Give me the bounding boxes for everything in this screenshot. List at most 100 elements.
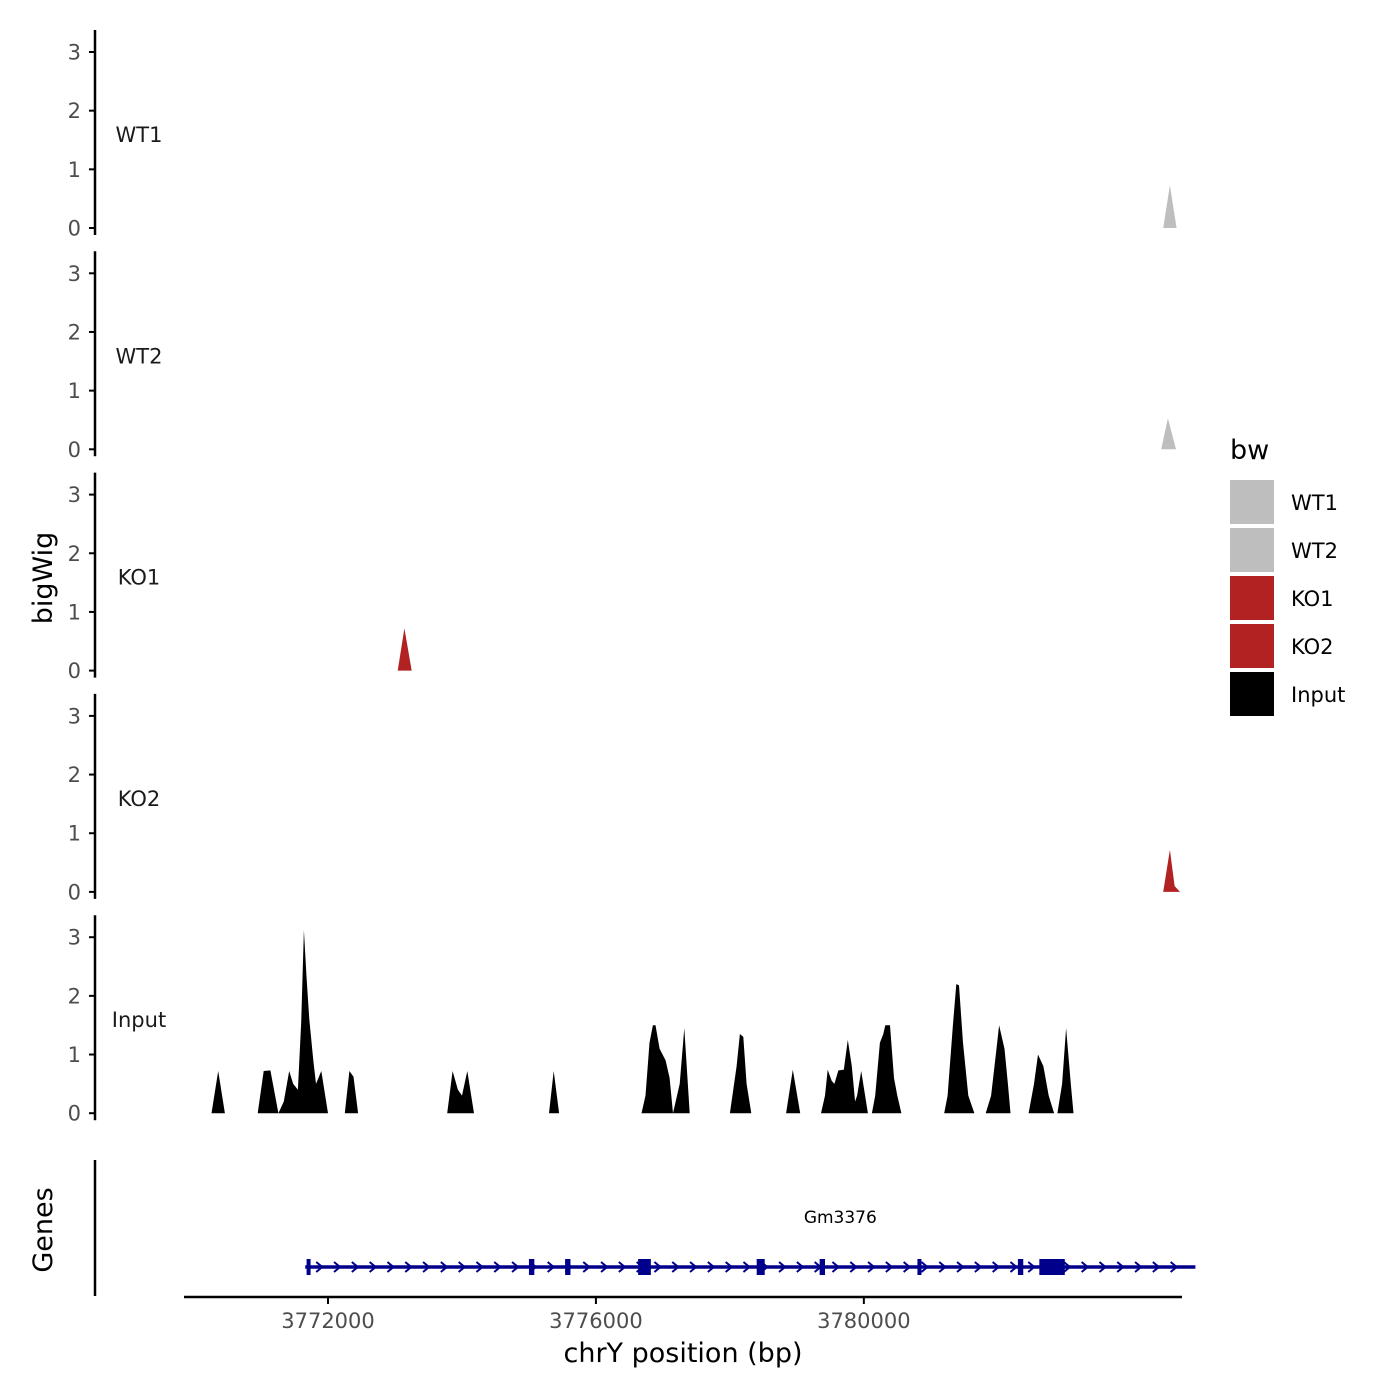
strand-arrow	[920, 1261, 929, 1273]
exon	[1017, 1259, 1024, 1275]
y-tick-label: 3	[68, 704, 81, 728]
exon	[565, 1259, 571, 1275]
y-tick-label: 2	[68, 763, 81, 787]
strand-arrow	[493, 1261, 502, 1273]
coverage-peak	[871, 1025, 902, 1114]
legend-swatch	[1230, 576, 1274, 620]
strand-arrow	[1169, 1261, 1179, 1273]
x-axis: 3772000 3776000 3780000	[184, 1295, 1182, 1333]
strand-arrow	[404, 1261, 413, 1273]
strand-arrow	[742, 1261, 751, 1273]
strand-arrow	[831, 1261, 840, 1273]
coverage-peak	[1163, 849, 1180, 892]
strand-arrow	[1027, 1261, 1036, 1273]
y-tick-label: 3	[68, 262, 81, 286]
strand-arrow	[991, 1261, 1001, 1273]
track-label-wt1: WT1	[116, 123, 163, 147]
strand-arrow	[546, 1261, 556, 1273]
legend-item-input: Input	[1230, 672, 1345, 716]
y-tick-label: 2	[68, 984, 81, 1008]
strand-arrow	[1098, 1261, 1107, 1273]
track-label-ko2: KO2	[118, 787, 161, 811]
exon	[306, 1259, 311, 1275]
strand-arrow	[1116, 1261, 1125, 1273]
y-tick-label: 3	[68, 926, 81, 950]
x-tick-label: 3772000	[281, 1309, 375, 1333]
strand-arrow	[386, 1261, 395, 1273]
strand-arrow	[511, 1261, 520, 1273]
strand-arrow	[315, 1261, 324, 1273]
strand-arrow	[475, 1261, 484, 1273]
coverage-peak	[447, 1071, 474, 1114]
coverage-peak	[944, 984, 975, 1114]
strand-arrow	[867, 1261, 876, 1273]
strand-arrow	[956, 1261, 965, 1273]
exon	[819, 1259, 825, 1275]
strand-arrow	[368, 1261, 378, 1273]
y-tick-label: 1	[68, 379, 81, 403]
strand-arrow	[689, 1261, 698, 1273]
y-tick-label: 2	[68, 320, 81, 344]
track-panel-ko2: 0 1 2 3 KO2	[68, 693, 1180, 904]
coverage-peak	[821, 1039, 868, 1114]
y-tick-label: 1	[68, 822, 81, 846]
track-panel-wt1: 0 1 2 3 WT1	[68, 30, 1177, 241]
coverage-peak	[257, 1070, 279, 1114]
x-axis-title: chrY position (bp)	[563, 1338, 802, 1369]
legend: bw WT1 WT2 KO1 KO2 Input	[1230, 435, 1345, 716]
legend-item-ko1: KO1	[1230, 576, 1334, 620]
strand-arrow	[1009, 1261, 1018, 1273]
coverage-peak	[397, 628, 412, 671]
legend-swatch	[1230, 672, 1274, 716]
strand-arrow	[1063, 1261, 1072, 1273]
legend-label: KO1	[1291, 587, 1334, 611]
track-label-input: Input	[112, 1008, 166, 1032]
y-tick-label: 0	[68, 1102, 81, 1126]
coverage-peak	[641, 1025, 673, 1114]
y-tick-label: 3	[68, 41, 81, 65]
track-label-ko1: KO1	[118, 566, 161, 590]
coverage-peak	[729, 1034, 752, 1114]
strand-arrow	[600, 1261, 609, 1273]
strand-arrow	[796, 1261, 805, 1273]
legend-swatch	[1230, 528, 1274, 572]
coverage-peak	[786, 1069, 801, 1114]
strand-arrow	[778, 1261, 787, 1273]
exon	[917, 1259, 922, 1275]
coverage-peak	[1057, 1028, 1074, 1114]
strand-arrow	[457, 1261, 467, 1273]
legend-swatch	[1230, 480, 1274, 524]
strand-arrow	[1134, 1261, 1143, 1273]
strand-arrow	[885, 1261, 894, 1273]
legend-label: Input	[1291, 683, 1345, 707]
strand-arrow	[333, 1261, 342, 1273]
coverage-peak	[211, 1071, 225, 1114]
track-panels: 0 1 2 3 WT1 0 1 2 3 WT2 0 1 2 3 KO1 0 1 2 3 KO2 0 1 2 3 Input	[68, 30, 1180, 1126]
y-tick-label: 0	[68, 217, 81, 241]
strand-arrow	[902, 1261, 912, 1273]
y-axis-title: bigWig	[28, 532, 59, 625]
legend-label: WT1	[1291, 491, 1338, 515]
strand-arrow	[422, 1261, 431, 1273]
exon	[638, 1259, 651, 1275]
legend-item-wt1: WT1	[1230, 480, 1338, 524]
strand-arrow	[653, 1261, 662, 1273]
legend-swatch	[1230, 624, 1274, 668]
strand-arrow	[724, 1261, 734, 1273]
y-tick-label: 0	[68, 880, 81, 904]
y-tick-label: 0	[68, 659, 81, 683]
track-panel-input: 0 1 2 3 Input	[68, 915, 1074, 1126]
legend-label: WT2	[1291, 539, 1338, 563]
y-tick-label: 2	[68, 542, 81, 566]
coverage-peak	[549, 1071, 560, 1114]
strand-arrow	[440, 1261, 449, 1273]
legend-title: bw	[1230, 435, 1269, 466]
coverage-peak	[278, 930, 328, 1114]
track-panel-wt2: 0 1 2 3 WT2	[68, 251, 1176, 462]
strand-arrow	[351, 1261, 360, 1273]
strand-arrow	[671, 1261, 680, 1273]
track-label-wt2: WT2	[116, 344, 163, 368]
x-tick-label: 3776000	[549, 1309, 643, 1333]
gene-name-label: Gm3376	[804, 1208, 877, 1228]
